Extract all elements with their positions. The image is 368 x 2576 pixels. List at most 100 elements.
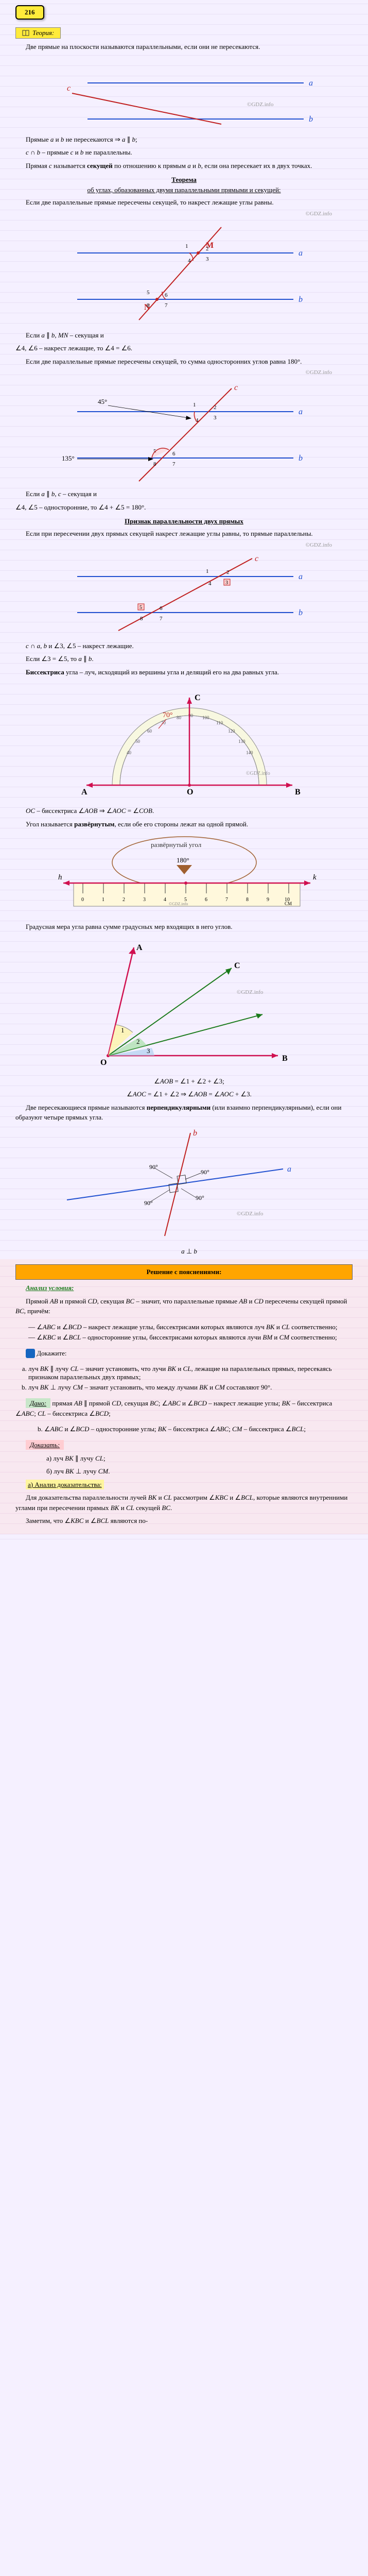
svg-text:5: 5 [139, 605, 142, 611]
svg-text:2: 2 [206, 246, 209, 252]
svg-text:6: 6 [165, 292, 168, 298]
svg-text:7: 7 [160, 616, 163, 622]
svg-text:c: c [67, 84, 71, 93]
diagram-transversal-mn: a b M N 12 34 56 78 [57, 222, 314, 325]
svg-text:5: 5 [147, 290, 150, 296]
analysis-header: Анализ условия: [26, 1284, 74, 1292]
svg-text:a: a [309, 79, 313, 88]
para-2-3: Прямая c называется секущей по отношению… [15, 161, 353, 171]
para-6-2: Угол называется развёрнутым, если обе ег… [15, 819, 353, 829]
sol-li-a: луч BK ∥ лучу CL – значит установить, чт… [28, 1365, 353, 1381]
para-4-2: ∠4, ∠5 – односторонние, то ∠4 + ∠5 = 180… [15, 502, 353, 513]
prove-label: Доказать: [26, 1440, 64, 1450]
diagram-protractor-bisector: 405060 708090 100110120 130140 A B C O 7… [56, 682, 313, 801]
sol-li-b: луч BK ⊥ лучу CM – значит установить, чт… [28, 1383, 353, 1392]
diagram-parallel-lines: a b c ©GDZ.info [57, 57, 314, 129]
diagram-straight-angle: развёрнутый угол 180° 012 345 678 910 ©G… [43, 834, 326, 917]
svg-text:3: 3 [143, 897, 146, 903]
question-icon: ? [26, 1349, 35, 1358]
para-3-1: Если a ∥ b, MN – секущая и [15, 330, 353, 341]
svg-text:A: A [136, 943, 143, 952]
svg-text:6: 6 [172, 451, 176, 457]
svg-text:6: 6 [160, 605, 163, 612]
para-8-2: ∠AOC = ∠1 + ∠2 ⇒ ∠AOB = ∠AOC + ∠3. [15, 1089, 353, 1099]
svg-text:100: 100 [202, 715, 209, 720]
theory-label: Теория: [15, 27, 61, 39]
theorem2-title: Признак параллельности двух прямых [15, 517, 353, 526]
svg-text:CM: CM [285, 901, 292, 906]
svg-text:©GDZ.info: ©GDZ.info [237, 1211, 264, 1217]
svg-text:70°: 70° [163, 711, 173, 719]
theorem2-body: Если при пересечении двух прямых секущей… [15, 529, 353, 539]
svg-text:45°: 45° [98, 398, 107, 405]
svg-text:b: b [299, 295, 303, 304]
given-label: Дано: [26, 1398, 50, 1408]
svg-text:k: k [313, 873, 317, 882]
svg-text:4: 4 [208, 581, 212, 587]
svg-text:a: a [299, 249, 303, 258]
prove-b: б) луч BK ⊥ лучу CM. [15, 1466, 353, 1477]
svg-text:180°: 180° [177, 856, 189, 864]
theorem1-subtitle: об углах, образованных двумя параллельны… [15, 186, 353, 194]
watermark-3: ©GDZ.info [15, 369, 353, 376]
svg-text:0: 0 [81, 897, 84, 903]
svg-text:A: A [81, 788, 87, 796]
problem-badge: 216 [15, 5, 44, 20]
proof-p1: Для доказательства параллельности лучей … [15, 1493, 353, 1513]
para-6-1: OC – биссектриса ∠AOB ⇒ ∠AOC = ∠COB. [15, 806, 353, 816]
para-4-1: Если a ∥ b, c – секущая и [15, 489, 353, 499]
svg-text:©GDZ.info: ©GDZ.info [246, 771, 270, 776]
svg-text:90°: 90° [196, 1194, 204, 1201]
svg-text:h: h [58, 873, 62, 882]
watermark-4: ©GDZ.info [15, 542, 353, 548]
para-8-1: ∠AOB = ∠1 + ∠2 + ∠3; [15, 1076, 353, 1087]
proof-analysis-label: а) Анализ доказательства: [26, 1480, 104, 1489]
svg-text:1: 1 [206, 568, 209, 574]
sol-li2: — ∠KBC и ∠BCL – односторонние углы, бисс… [28, 1333, 353, 1342]
svg-text:80: 80 [177, 715, 182, 720]
sol-p1: Прямой AB и прямой CD, секущая BC – знач… [15, 1296, 353, 1316]
sol-li1: — ∠ABC и ∠BCD – накрест лежащие углы, би… [28, 1323, 353, 1331]
svg-text:a: a [299, 572, 303, 581]
svg-text:2: 2 [136, 1038, 140, 1045]
svg-text:2: 2 [214, 404, 217, 411]
svg-text:b: b [193, 1129, 197, 1138]
para-5-1: c ∩ a, b и ∠3, ∠5 – накрест лежащие. [15, 641, 353, 651]
svg-text:B: B [295, 788, 301, 796]
svg-text:c: c [255, 554, 258, 563]
svg-text:7: 7 [172, 461, 176, 467]
svg-text:3: 3 [206, 256, 209, 262]
svg-text:4: 4 [164, 897, 166, 903]
svg-text:8: 8 [140, 616, 143, 622]
svg-text:8: 8 [147, 302, 150, 309]
para-parallel-def: Две прямые на плоскости называются парал… [15, 42, 353, 52]
svg-text:90°: 90° [201, 1168, 209, 1176]
svg-text:C: C [234, 961, 240, 970]
svg-text:1: 1 [102, 897, 104, 903]
proof-p2: Заметим, что ∠KBC и ∠BCL являются по- [15, 1516, 353, 1526]
svg-text:40: 40 [127, 750, 132, 755]
svg-text:B: B [282, 1054, 288, 1063]
svg-text:135°: 135° [62, 454, 75, 462]
sol-li-b2: ∠ABC и ∠BCD – односторонние углы; BK – б… [44, 1425, 353, 1433]
svg-text:9: 9 [267, 897, 269, 903]
svg-text:90°: 90° [144, 1199, 153, 1207]
svg-text:развёрнутый угол: развёрнутый угол [151, 841, 202, 849]
para-2-1: Прямые a и b не пересекаются ⇒ a ∥ b; [15, 134, 353, 145]
svg-text:©GDZ.info: ©GDZ.info [247, 101, 274, 108]
svg-text:120: 120 [228, 728, 235, 734]
diagram-perpendicular: a b 90° 90° 90° 90° ©GDZ.info [46, 1128, 304, 1241]
svg-text:6: 6 [205, 897, 207, 903]
svg-text:a: a [287, 1165, 291, 1174]
svg-text:3: 3 [225, 580, 228, 586]
svg-text:60: 60 [147, 728, 152, 734]
svg-text:b: b [299, 608, 303, 617]
svg-text:7: 7 [165, 302, 168, 309]
svg-text:©GDZ.info: ©GDZ.info [169, 902, 188, 906]
svg-text:b: b [309, 115, 313, 124]
svg-text:130: 130 [238, 739, 246, 744]
svg-text:50: 50 [135, 739, 141, 744]
svg-text:1: 1 [185, 243, 188, 249]
para-3-3: Если две параллельные прямые пересечены … [15, 357, 353, 367]
solution-header: Решение с пояснениями: [15, 1264, 353, 1280]
